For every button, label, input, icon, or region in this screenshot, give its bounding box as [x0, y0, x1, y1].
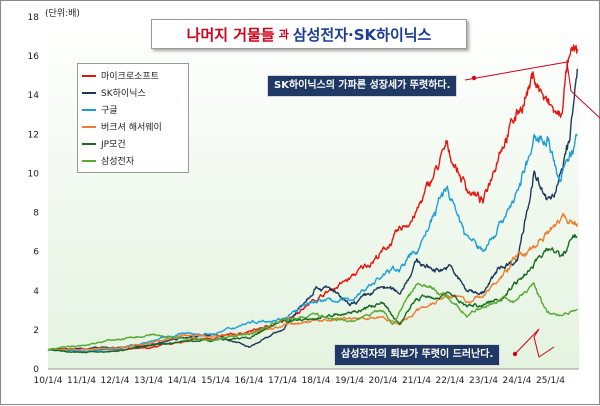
legend-swatch [82, 108, 96, 111]
callout-arrow-sk [464, 61, 568, 81]
legend-label: 마이크로소프트 [101, 72, 159, 82]
y-tick-label: 2 [33, 326, 39, 336]
legend-label: 구글 [101, 106, 118, 116]
x-tick-label: 13/1/4 [134, 376, 163, 386]
x-tick-label: 23/1/4 [469, 376, 498, 386]
x-tick-label: 11/1/4 [67, 376, 96, 386]
x-tick-label: 18/1/4 [302, 376, 331, 386]
callout-arrow-samsung-tail [533, 328, 555, 358]
y-tick-label: 8 [33, 209, 39, 219]
x-tick-label: 19/1/4 [335, 376, 364, 386]
legend-swatch [82, 142, 96, 145]
legend-label: 버크셔 해서웨이 [101, 123, 162, 133]
x-tick-label: 17/1/4 [268, 376, 297, 386]
x-tick-label: 24/1/4 [503, 376, 532, 386]
x-tick-label: 16/1/4 [235, 376, 264, 386]
series-line [47, 233, 578, 354]
legend-label: SK하이닉스 [101, 89, 146, 99]
callout-skhynix: SK하이닉스의 가파른 성장세가 뚜렷하다. [267, 75, 458, 97]
y-tick-label: 4 [33, 287, 39, 297]
y-tick-label: 0 [33, 365, 39, 375]
legend-label: JP모건 [101, 140, 126, 150]
legend-item: JP모건 [82, 135, 184, 152]
legend-swatch [82, 159, 96, 162]
callout-arrow-sk-tail [566, 61, 600, 119]
x-tick-label: 10/1/4 [34, 376, 63, 386]
x-tick-label: 21/1/4 [402, 376, 431, 386]
x-tick-label: 22/1/4 [436, 376, 465, 386]
title-part3: 삼성전자·SK하이닉스 [292, 25, 432, 44]
series-line [47, 68, 578, 351]
legend-swatch [82, 74, 96, 77]
unit-label: (단위:배) [45, 9, 80, 19]
y-tick-label: 18 [28, 13, 40, 23]
legend-item: 버크셔 해서웨이 [82, 118, 184, 135]
title-part1: 나머지 거물들 [186, 25, 275, 44]
y-tick-label: 6 [33, 248, 39, 258]
title-part2: 과 [278, 28, 289, 41]
callout-dot-sk [471, 75, 477, 81]
callout-arrow-samsung [515, 328, 540, 354]
legend-swatch [82, 91, 96, 94]
callout-samsung: 삼성전자의 퇴보가 뚜렷이 드러난다. [334, 344, 501, 366]
x-tick-label: 20/1/4 [369, 376, 398, 386]
series-line [47, 282, 578, 351]
legend-label: 삼성전자 [101, 157, 135, 167]
y-tick-label: 10 [28, 169, 40, 179]
y-tick-label: 16 [28, 52, 40, 62]
x-tick-label: 15/1/4 [201, 376, 230, 386]
legend-item: 삼성전자 [82, 152, 184, 169]
legend-swatch [82, 125, 96, 128]
legend-item: 마이크로소프트 [82, 67, 184, 84]
chart-title: 나머지 거물들 과 삼성전자·SK하이닉스 [151, 19, 467, 49]
y-tick-label: 14 [28, 91, 40, 101]
legend-item: 구글 [82, 101, 184, 118]
y-tick-label: 12 [28, 130, 39, 140]
x-tick-label: 12/1/4 [101, 376, 130, 386]
legend-item: SK하이닉스 [82, 84, 184, 101]
callout-dot-samsung [512, 351, 518, 357]
x-tick-label: 25/1/4 [536, 376, 565, 386]
x-tick-label: 14/1/4 [168, 376, 197, 386]
